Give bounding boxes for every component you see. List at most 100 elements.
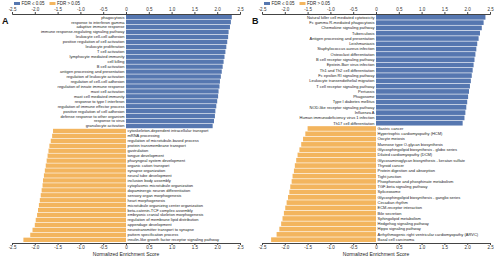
tick: -1.5 [54, 7, 62, 14]
bar [45, 168, 126, 172]
tick: 0.5 [146, 243, 153, 250]
bar [376, 94, 468, 99]
bar [376, 41, 477, 46]
tick-label: 0.5 [396, 7, 403, 12]
category-label: Bile secretion [378, 211, 402, 216]
tick: -2.0 [281, 243, 289, 250]
legend: FDR ≤ 0.05FDR > 0.05 [264, 1, 331, 6]
category-label: Hypertrophic cardiomyopathy (HCM) [378, 131, 444, 136]
bars [23, 15, 231, 242]
tick: -1.5 [304, 243, 312, 250]
bar [288, 195, 376, 200]
category-label: Protein digestion and absorption [378, 168, 435, 173]
tick-label: 0.5 [146, 245, 153, 250]
category-label: Human immunodeficiency virus 1 infection [300, 115, 375, 120]
tick-mark [262, 12, 263, 14]
bar [290, 184, 376, 189]
tick-mark [12, 12, 13, 14]
bar [126, 109, 215, 113]
category-label: Basal cell carcinoma [378, 237, 415, 242]
tick: 0 [125, 7, 128, 14]
category-labels: Natural killer cell mediated cytotoxicit… [300, 15, 479, 242]
tick-label: -2.0 [281, 245, 289, 250]
bar [283, 216, 376, 221]
category-label: Oocyte meiosis [378, 136, 405, 141]
tick-mark [490, 12, 491, 14]
tick: 1.5 [192, 7, 199, 14]
category-label: Fc epsilon RI signaling pathway [318, 73, 374, 78]
category-label: Spliceosome [378, 189, 402, 194]
bar [305, 131, 376, 136]
bar [126, 55, 224, 59]
bar [376, 26, 482, 31]
tick-label: 0.5 [396, 245, 403, 250]
bar [126, 60, 224, 64]
bar [294, 169, 376, 174]
tick: 2.0 [465, 7, 472, 14]
tick: 0.5 [146, 7, 153, 14]
bar [126, 40, 227, 44]
bar [376, 15, 485, 20]
legend-swatch [49, 2, 55, 5]
bar [376, 68, 473, 73]
bar [126, 79, 220, 83]
category-label: Glycosphingolipid biosynthesis - ganglio… [378, 195, 461, 200]
bar [376, 73, 472, 78]
category-label: Th1 and Th2 cell differentiation [320, 68, 375, 73]
bar [376, 121, 463, 126]
bar [126, 74, 221, 78]
tick-label: -1.5 [304, 245, 312, 250]
bar [298, 153, 376, 158]
bar [126, 30, 229, 34]
bar [295, 163, 376, 168]
bar [53, 129, 126, 133]
tick: 2.5 [237, 7, 244, 14]
legend-label: FDR ≤ 0.05 [272, 1, 295, 6]
category-label: Glycosphingolipid biosynthesis - globo s… [378, 147, 458, 152]
category-label: Glycosaminoglycan biosynthesis - keratan… [378, 158, 466, 163]
category-label: NOD-like receptor signaling pathway [310, 105, 375, 110]
tick: -2.0 [281, 7, 289, 14]
tick: 1.5 [192, 243, 199, 250]
tick-label: 2.0 [465, 245, 472, 250]
bar [48, 149, 126, 153]
tick-mark [194, 12, 195, 14]
tick-label: -0.5 [100, 245, 108, 250]
bar [126, 64, 223, 68]
tick-mark [376, 12, 377, 14]
tick-mark [467, 12, 468, 14]
bar [126, 119, 214, 123]
bar [48, 154, 126, 158]
tick-label: 1.5 [442, 7, 449, 12]
category-label: insulin-like growth factor receptor sign… [128, 237, 220, 242]
bars [271, 15, 485, 242]
category-label: Phosphonate and phosphinate metabolism [378, 179, 455, 184]
tick-label: -1.5 [304, 7, 312, 12]
tick-label: -2.5 [9, 7, 17, 12]
bar [36, 218, 126, 222]
axis-title: Normalized Enrichment Score [93, 251, 160, 257]
tick-label: 1.5 [192, 7, 199, 12]
tick-mark [35, 12, 36, 14]
category-label: Dilated cardiomyopathy (DCM) [378, 152, 433, 157]
category-label: Leishmaniasis [349, 41, 374, 46]
figure: phagocytosisresponse to interferon gamma… [0, 0, 500, 259]
tick-label: -1.5 [54, 245, 62, 250]
axis-title: Normalized Enrichment Score [343, 251, 410, 257]
category-label: B cell receptor signaling pathway [316, 57, 374, 62]
bar [279, 227, 376, 232]
category-label: T cell receptor signaling pathway [316, 84, 374, 89]
tick: -2.5 [9, 243, 17, 250]
tick-mark [444, 12, 445, 14]
tick-label: 2.0 [215, 245, 222, 250]
panel: phagocytosisresponse to interferon gamma… [2, 1, 244, 257]
bar [376, 57, 474, 62]
bar [43, 183, 126, 187]
axis-line [13, 12, 241, 15]
tick-label: 1.0 [169, 245, 176, 250]
bar [126, 84, 219, 88]
bar [37, 213, 126, 217]
tick-mark [80, 12, 81, 14]
tick-mark [240, 12, 241, 14]
bar [30, 233, 126, 237]
